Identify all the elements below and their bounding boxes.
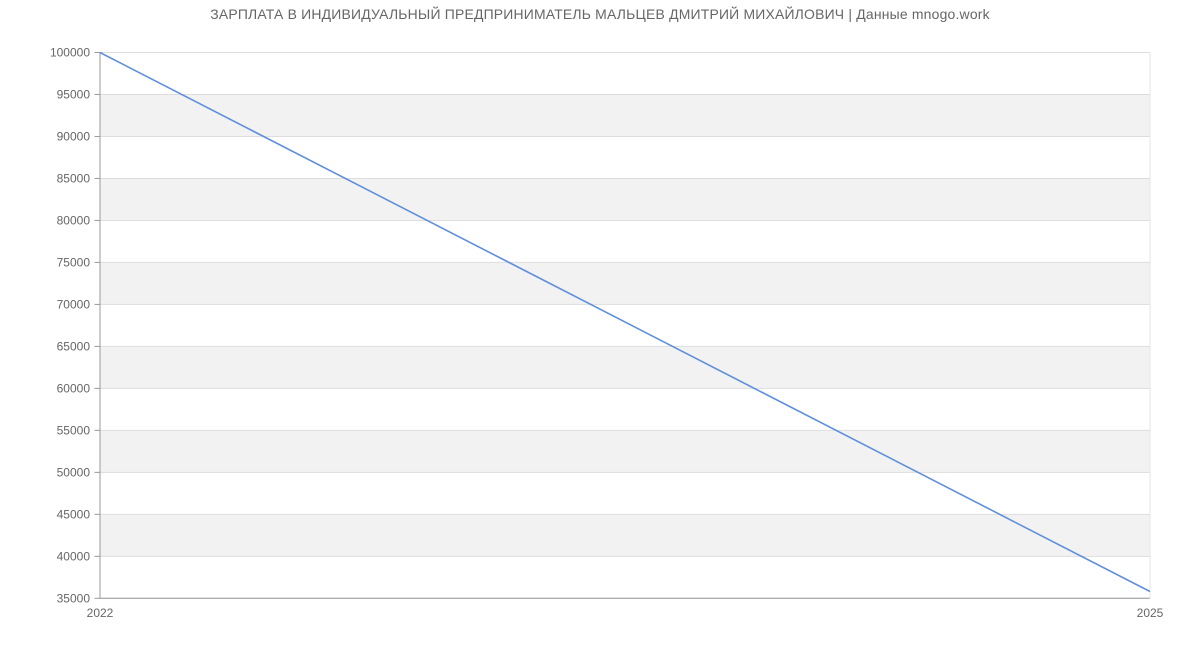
svg-text:2025: 2025 [1137,606,1164,620]
svg-text:2022: 2022 [87,606,114,620]
svg-text:35000: 35000 [57,591,91,605]
svg-text:95000: 95000 [57,87,91,101]
svg-text:75000: 75000 [57,255,91,269]
svg-text:65000: 65000 [57,339,91,353]
svg-text:70000: 70000 [57,297,91,311]
svg-text:60000: 60000 [57,381,91,395]
svg-text:85000: 85000 [57,171,91,185]
svg-text:100000: 100000 [50,46,90,60]
svg-text:40000: 40000 [57,549,91,563]
svg-text:55000: 55000 [57,423,91,437]
svg-text:80000: 80000 [57,213,91,227]
svg-text:50000: 50000 [57,465,91,479]
svg-text:90000: 90000 [57,129,91,143]
svg-text:45000: 45000 [57,507,91,521]
